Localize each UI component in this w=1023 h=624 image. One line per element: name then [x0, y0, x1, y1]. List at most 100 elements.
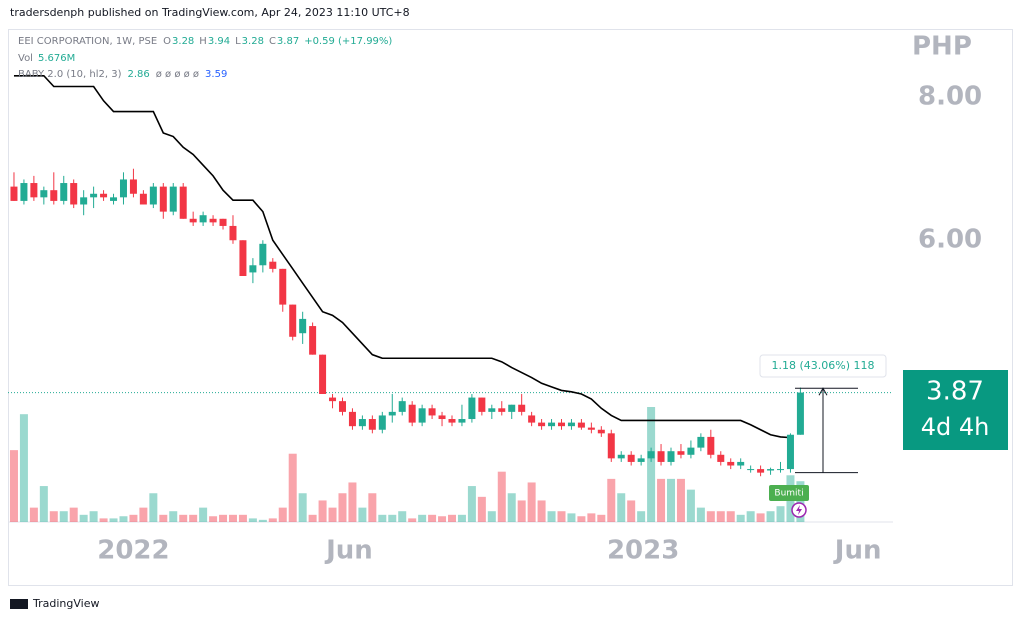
candle-body [528, 415, 536, 423]
candle-body [358, 419, 366, 427]
volume-bar [557, 511, 566, 522]
legend-value: 3.94 [208, 36, 230, 47]
volume-bar [129, 514, 138, 522]
currency: PHP [912, 32, 972, 62]
indicator-empty: ø ø ø ø ø [156, 69, 199, 80]
volume-bar [726, 511, 735, 522]
candle-body [398, 401, 406, 412]
candle-body [60, 183, 68, 201]
candle-body [199, 215, 207, 223]
volume-bar [438, 516, 447, 522]
volume-bar [647, 407, 656, 522]
candle-body [697, 436, 705, 448]
candle-body [110, 197, 118, 201]
candle-body [20, 183, 28, 201]
candle-body [378, 415, 386, 430]
candle-body [149, 186, 157, 205]
change: +0.59 (+17.99%) [304, 36, 392, 47]
candle-body [139, 193, 147, 205]
legend-key: O [163, 36, 171, 47]
publisher: tradersdenph published on TradingView.co… [10, 6, 410, 19]
candle-body [50, 190, 58, 201]
volume-bar [497, 471, 506, 522]
volume-bar [298, 493, 307, 522]
candle-body [338, 401, 346, 412]
candle-body [757, 469, 765, 473]
candle-body [737, 461, 745, 466]
volume-bar [547, 511, 556, 522]
candle-body [458, 419, 466, 423]
candle-body [209, 218, 217, 223]
volume-bar [477, 496, 486, 522]
candle-body [478, 397, 486, 412]
volume-bar [119, 516, 128, 522]
candle-body [647, 451, 655, 459]
indicator-value: 2.86 [127, 69, 149, 80]
candle-body [40, 190, 48, 198]
candle-body [368, 419, 376, 430]
candle-body [617, 454, 625, 459]
event-bolt [796, 505, 802, 515]
indicator-line [13, 74, 791, 439]
volume-bar [318, 500, 327, 522]
candle-body [717, 454, 725, 462]
x-tick-label: 2022 [97, 536, 169, 566]
candle-body [70, 183, 78, 205]
candle-body [727, 461, 735, 466]
volume-bar [617, 493, 626, 522]
y-tick-label: 6.00 [918, 225, 982, 255]
volume-bar [537, 500, 546, 522]
candle-body [777, 469, 785, 471]
volume-bar [159, 514, 168, 522]
volume-bar [696, 507, 705, 522]
brand: TradingView [32, 597, 99, 610]
y-tick-label: 8.00 [918, 82, 982, 112]
symbol: EEI CORPORATION, 1W, PSE [18, 36, 157, 47]
candle-body [657, 451, 665, 462]
indicator-last: 3.59 [205, 69, 227, 80]
volume-bar [398, 511, 407, 522]
volume-bar [199, 507, 208, 522]
volume-bar [258, 519, 267, 522]
candle-body [159, 186, 167, 212]
volume-bar [408, 518, 417, 522]
volume-bar [219, 514, 228, 522]
volume-bar [507, 493, 516, 522]
candle-body [488, 408, 496, 412]
candle-body [786, 434, 794, 470]
candle-body [30, 183, 38, 198]
volume-bar [228, 514, 237, 522]
volume-bar [587, 513, 596, 522]
volume-bar [358, 507, 367, 522]
candle-body [767, 469, 775, 471]
candle-body [498, 408, 506, 412]
candle-body [348, 411, 356, 427]
logo [10, 599, 28, 609]
candle-body [408, 404, 416, 423]
volume-bar [268, 518, 277, 522]
candle-body [179, 186, 187, 219]
volume-bar [637, 511, 646, 522]
volume-bar [776, 506, 785, 522]
volume-bar [756, 513, 765, 522]
candle-body [309, 326, 317, 355]
volume-bar [169, 511, 178, 522]
volume-bar [238, 514, 247, 522]
volume-bar [766, 511, 775, 522]
candle-body [796, 392, 804, 435]
volume-bar [388, 514, 397, 522]
candle-body [687, 447, 695, 455]
volume-bar [328, 507, 337, 522]
volume-bar [667, 478, 676, 522]
legend-key: C [269, 36, 276, 47]
last-price-box [903, 370, 1008, 450]
candle-body [319, 354, 327, 394]
candle-body [299, 318, 307, 334]
legend-key: H [199, 36, 207, 47]
candle-body [279, 268, 287, 305]
legend-value: 3.28 [242, 36, 264, 47]
candle-body [597, 429, 605, 434]
volume-bar [139, 507, 148, 522]
volume-bar [657, 478, 666, 522]
